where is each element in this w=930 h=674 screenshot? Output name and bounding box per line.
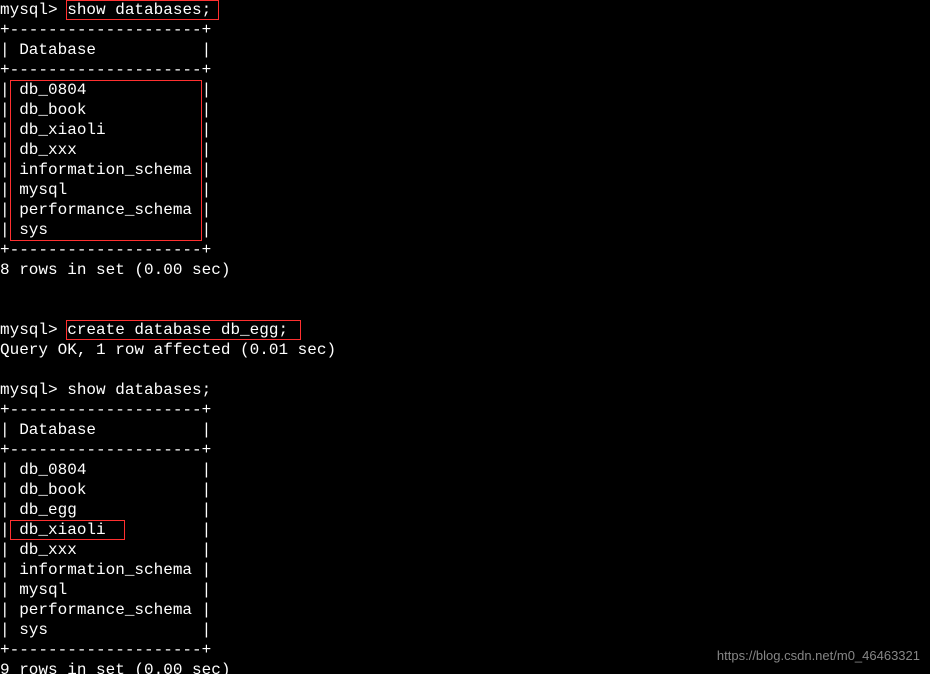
table-header: | Database | (0, 40, 930, 60)
table-row: | db_egg | (0, 500, 930, 520)
mysql-prompt: mysql> (0, 321, 58, 339)
table-row: | db_0804 | (0, 460, 930, 480)
result-summary: 8 rows in set (0.00 sec) (0, 260, 930, 280)
table-row: | mysql | (0, 180, 930, 200)
table-row: | db_0804 | (0, 80, 930, 100)
table-border: +--------------------+ (0, 60, 930, 80)
create-database-command: create database db_egg; (67, 321, 288, 339)
table-header: | Database | (0, 420, 930, 440)
table-row: | mysql | (0, 580, 930, 600)
watermark-text: https://blog.csdn.net/m0_46463321 (717, 646, 920, 666)
table-row: | db_xiaoli | (0, 520, 930, 540)
table-row: | db_xxx | (0, 540, 930, 560)
terminal-output: mysql> show databases;+-----------------… (0, 0, 930, 674)
table-row: | performance_schema | (0, 200, 930, 220)
table-row: | sys | (0, 620, 930, 640)
table-row: | db_book | (0, 100, 930, 120)
result-summary: Query OK, 1 row affected (0.01 sec) (0, 340, 930, 360)
mysql-prompt: mysql> (0, 381, 58, 399)
table-border: +--------------------+ (0, 400, 930, 420)
show-databases-command-2: show databases; (67, 381, 211, 399)
table-row: | information_schema | (0, 560, 930, 580)
show-databases-command-1: show databases; (67, 1, 211, 19)
table-row: | sys | (0, 220, 930, 240)
table-row: | information_schema | (0, 160, 930, 180)
table-border: +--------------------+ (0, 20, 930, 40)
table-border: +--------------------+ (0, 440, 930, 460)
mysql-prompt: mysql> (0, 1, 58, 19)
table-row: | db_xxx | (0, 140, 930, 160)
table-border: +--------------------+ (0, 240, 930, 260)
table-row: | db_book | (0, 480, 930, 500)
table-row: | db_xiaoli | (0, 120, 930, 140)
table-row: | performance_schema | (0, 600, 930, 620)
